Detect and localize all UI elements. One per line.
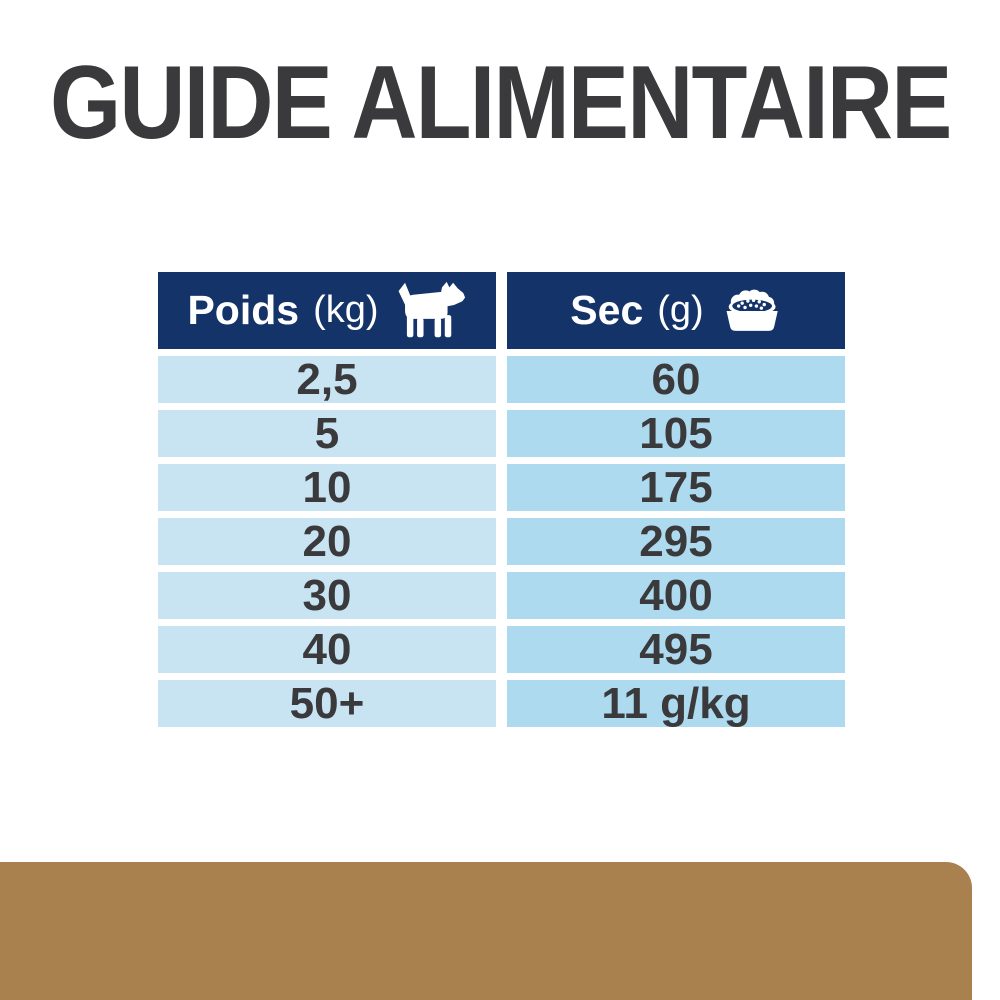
weight-cell: 40 bbox=[158, 625, 496, 674]
weight-header-label: Poids bbox=[187, 287, 300, 333]
amount-cell: 295 bbox=[507, 517, 845, 566]
amount-cell: 11 g/kg bbox=[507, 679, 845, 728]
amount-cell: 400 bbox=[507, 571, 845, 620]
weight-cell: 10 bbox=[158, 463, 496, 512]
amount-cell: 495 bbox=[507, 625, 845, 674]
weight-cell: 20 bbox=[158, 517, 496, 566]
weight-cell: 2,5 bbox=[158, 355, 496, 404]
column-header-dry: Sec (g) bbox=[507, 272, 845, 349]
table-row: 5 105 bbox=[158, 409, 845, 458]
table-row: 30 400 bbox=[158, 571, 845, 620]
dog-icon bbox=[398, 281, 465, 338]
table-row: 2,5 60 bbox=[158, 355, 845, 404]
weight-cell: 30 bbox=[158, 571, 496, 620]
table-row: 20 295 bbox=[158, 517, 845, 566]
amount-cell: 175 bbox=[507, 463, 845, 512]
table-row: 10 175 bbox=[158, 463, 845, 512]
page-title: GUIDE ALIMENTAIRE bbox=[50, 45, 952, 161]
weight-cell: 50+ bbox=[158, 679, 496, 728]
weight-header-unit: (kg) bbox=[313, 289, 379, 331]
table-row: 50+ 11 g/kg bbox=[158, 679, 845, 728]
amount-cell: 105 bbox=[507, 409, 845, 458]
table-row: 40 495 bbox=[158, 625, 845, 674]
brown-footer-band bbox=[0, 862, 972, 1000]
weight-cell: 5 bbox=[158, 409, 496, 458]
amount-cell: 60 bbox=[507, 355, 845, 404]
food-bowl-icon bbox=[726, 289, 778, 331]
feeding-guide-table: Poids (kg) Sec (g) bbox=[158, 272, 845, 734]
dry-header-unit: (g) bbox=[657, 289, 704, 331]
column-header-weight: Poids (kg) bbox=[158, 272, 496, 349]
dry-header-label: Sec bbox=[570, 287, 644, 333]
table-header-row: Poids (kg) Sec (g) bbox=[158, 272, 845, 349]
table-body: 2,5 60 5 105 10 175 20 295 30 400 40 495 50+ 11 g/kg bbox=[158, 355, 845, 728]
